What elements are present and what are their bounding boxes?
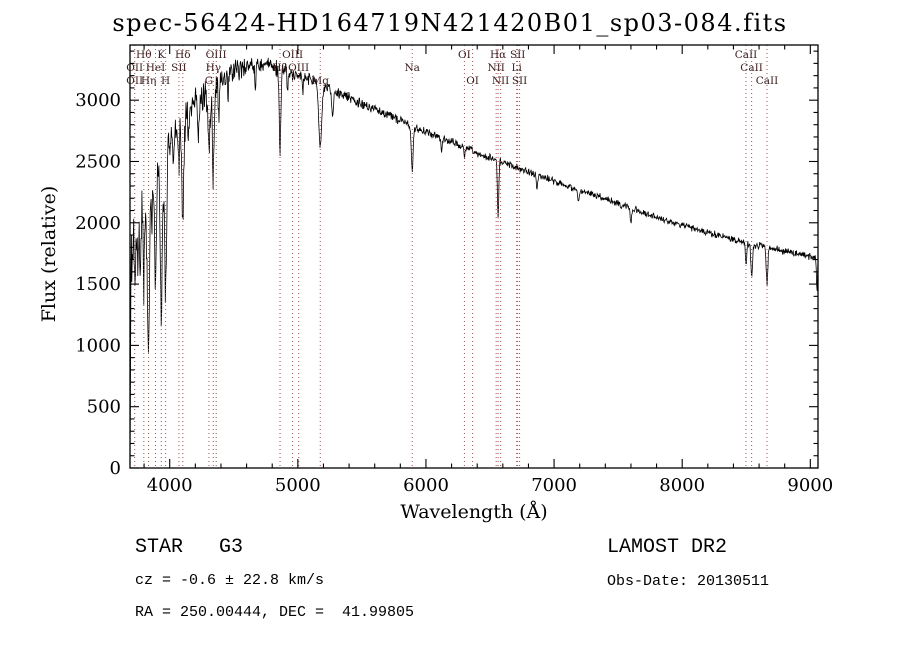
spectral-marker-label: Na — [404, 62, 419, 74]
spectral-marker-label: Hθ — [136, 49, 151, 61]
x-tick-label: 5000 — [275, 475, 321, 496]
spectral-marker-label: CaII — [740, 62, 763, 74]
spectral-marker-label: HeI — [146, 62, 166, 74]
spectrum-trace — [130, 57, 818, 468]
spectral-marker-label: G — [205, 75, 213, 87]
x-tick-label: 7000 — [531, 475, 577, 496]
spectral-marker-label: OIII — [288, 62, 309, 74]
spectral-marker-label: OIII — [206, 49, 227, 61]
spectral-marker-label: SII — [171, 62, 187, 74]
spectral-marker-label: SII — [510, 49, 526, 61]
spectral-marker-label: CaII — [756, 75, 779, 87]
y-tick-label: 1500 — [75, 274, 121, 295]
spectral-marker-label: K — [157, 49, 165, 61]
spectral-marker-label: Hη — [141, 75, 156, 87]
spectral-marker-label: NII — [492, 75, 509, 87]
y-tick-label: 3000 — [75, 90, 121, 111]
survey-release-label: LAMOST DR2 — [607, 536, 728, 559]
radial-velocity-label: cz = -0.6 ± 22.8 km/s — [135, 572, 325, 589]
axis-ticks — [130, 45, 818, 469]
x-tick-labels: 4000 5000 6000 7000 8000 9000 — [147, 475, 833, 496]
spectral-marker-label: OII — [126, 62, 143, 74]
plot-frame — [129, 44, 819, 469]
spectral-marker-label: Hα — [490, 49, 506, 61]
y-tick-labels: 0 500 1000 1500 2000 2500 3000 — [75, 90, 121, 479]
spectral-marker-label: CaII — [735, 49, 758, 61]
obs-date-label: Obs-Date: 20130511 — [607, 573, 770, 590]
spectral-marker-label: Li — [512, 62, 523, 74]
spectral-marker-label: Hδ — [175, 49, 190, 61]
y-tick-label: 500 — [87, 397, 121, 418]
x-tick-label: 9000 — [787, 475, 833, 496]
x-axis-title: Wavelength (Å) — [400, 501, 548, 523]
spectral-marker-label: OIII — [282, 49, 303, 61]
y-axis-title: Flux (relative) — [38, 185, 60, 323]
x-tick-label: 6000 — [403, 475, 449, 496]
y-tick-label: 1000 — [75, 335, 121, 356]
spectral-marker-label: Hβ — [272, 62, 287, 74]
y-tick-label: 2500 — [75, 152, 121, 173]
spectral-marker-label: H — [161, 75, 170, 87]
ra-dec-label: RA = 250.00444, DEC = 41.99805 — [135, 604, 415, 621]
spectral-marker-label: Mg — [312, 75, 330, 87]
spectral-marker-lines — [134, 45, 768, 468]
x-tick-label: 4000 — [147, 475, 193, 496]
spectral-marker-label: Hγ — [206, 62, 221, 74]
spectral-marker-label: SII — [512, 75, 528, 87]
spectral-marker-label: NII — [487, 62, 504, 74]
page-title: spec-56424-HD164719N421420B01_sp03-084.f… — [112, 9, 788, 37]
y-tick-label: 2000 — [75, 213, 121, 234]
y-tick-label: 0 — [110, 458, 121, 479]
object-class-label: STAR G3 — [135, 536, 244, 559]
spectral-marker-label: OI — [466, 75, 479, 87]
spectral-marker-label: OI — [458, 49, 471, 61]
x-tick-label: 8000 — [659, 475, 705, 496]
